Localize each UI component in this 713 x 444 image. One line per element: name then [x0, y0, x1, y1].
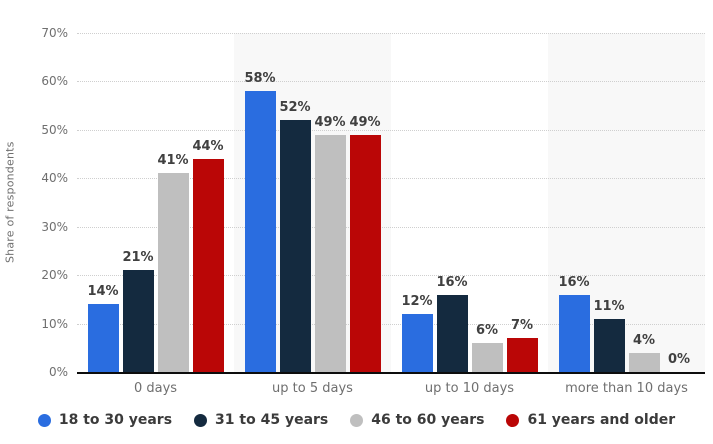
- bar: [628, 352, 660, 372]
- bar-value-label: 0%: [667, 352, 691, 367]
- gridline: [77, 275, 705, 277]
- y-axis-tick-label: 70%: [41, 26, 68, 40]
- bar-value-label: 12%: [401, 293, 433, 309]
- legend-marker-icon: [350, 413, 364, 427]
- legend-label: 31 to 45 years: [215, 412, 329, 428]
- bar-value-label: 52%: [279, 100, 311, 116]
- y-axis: 0% 10% 20% 30% 40% 50% 60% 70%: [0, 26, 68, 379]
- bar: [349, 134, 381, 372]
- bar-value-label: 7%: [510, 318, 534, 334]
- bar-value-label: 16%: [436, 274, 468, 290]
- legend-marker-icon: [506, 413, 520, 427]
- y-axis-tick-label: 40%: [41, 171, 68, 186]
- bar: [471, 342, 503, 372]
- legend-item[interactable]: 46 to 60 years: [350, 412, 484, 428]
- bar: [401, 313, 433, 372]
- gridline: [77, 81, 705, 83]
- gridline: [77, 323, 705, 325]
- bar: [436, 294, 468, 372]
- legend-item[interactable]: 31 to 45 years: [194, 412, 328, 428]
- legend-item[interactable]: 61 years and older: [506, 412, 675, 428]
- bar-value-label: 44%: [192, 138, 224, 154]
- x-axis-tick-label: 0 days: [133, 381, 178, 396]
- gridline: [77, 129, 705, 131]
- y-axis-tick-label: 60%: [41, 74, 68, 89]
- bar-value-label: 14%: [87, 284, 119, 300]
- bar-value-label: 16%: [558, 274, 590, 290]
- legend-marker-icon: [194, 413, 208, 427]
- y-axis-tick-label: 50%: [41, 122, 68, 137]
- x-axis-tick-label: up to 10 days: [424, 381, 515, 396]
- bar: [558, 294, 590, 372]
- bar-value-label: 58%: [244, 71, 276, 87]
- legend-label: 61 years and older: [527, 412, 676, 428]
- x-axis-tick-label: up to 5 days: [272, 381, 353, 396]
- x-axis-line: [77, 372, 705, 374]
- bar: [279, 120, 311, 372]
- gridline: [77, 226, 705, 228]
- y-axis-tick-label: 20%: [41, 268, 68, 283]
- bar-value-label: 21%: [122, 250, 154, 266]
- legend-marker-icon: [37, 413, 51, 427]
- y-axis-tick-label: 0%: [48, 365, 68, 379]
- gridline: [77, 178, 705, 180]
- bar: [506, 338, 538, 372]
- bar: [244, 91, 276, 372]
- y-axis-tick-label: 10%: [41, 316, 68, 331]
- legend-label: 46 to 60 years: [371, 412, 485, 428]
- bar: [593, 318, 625, 372]
- y-axis-tick-label: 30%: [41, 219, 68, 234]
- bar-value-label: 49%: [349, 114, 381, 130]
- bar-value-label: 4%: [632, 332, 656, 348]
- gridline: [77, 33, 705, 34]
- plot-area: 14% 58% 12% 16% 21% 52% 16% 11% 41% 49% 6% 4% 44% 49%…: [77, 33, 705, 372]
- bar-value-label: 41%: [157, 153, 189, 169]
- legend-item[interactable]: 18 to 30 years: [37, 412, 173, 428]
- bar: [122, 270, 154, 372]
- bar-value-label: 49%: [314, 114, 346, 130]
- bar-value-label: 11%: [593, 298, 625, 314]
- x-axis-tick-label: more than 10 days: [565, 381, 688, 396]
- bar: [87, 304, 119, 372]
- bar-value-label: 6%: [475, 322, 499, 338]
- x-axis: 0 days up to 5 days up to 10 days more than…: [77, 381, 705, 396]
- bar: [157, 173, 189, 372]
- bar: [314, 134, 346, 372]
- legend-label: 18 to 30 years: [58, 412, 173, 428]
- legend: 18 to 30 years 31 to 45 years 46 to 60 yea…: [0, 412, 713, 428]
- bar: [192, 158, 224, 372]
